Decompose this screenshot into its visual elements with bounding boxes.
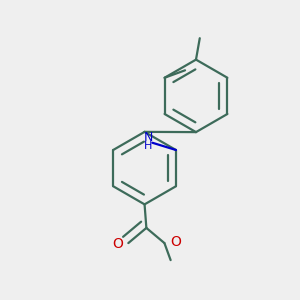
Text: O: O [112, 237, 123, 251]
Text: O: O [170, 235, 181, 249]
Text: H: H [144, 141, 153, 151]
Text: N: N [144, 131, 153, 144]
